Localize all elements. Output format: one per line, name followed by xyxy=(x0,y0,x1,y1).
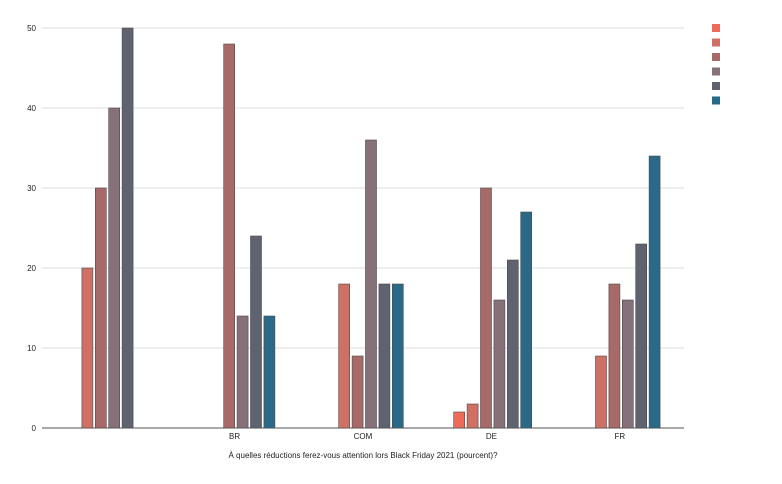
x-tick-label-DE: DE xyxy=(486,432,497,441)
bar-FR-s4 xyxy=(635,243,648,429)
bar-FR-s2 xyxy=(608,283,621,429)
bar-COM-s4 xyxy=(378,283,391,429)
bar-COM-s1 xyxy=(338,283,351,429)
y-tick-label-20: 20 xyxy=(27,264,36,273)
x-tick-label-COM: COM xyxy=(354,432,373,441)
bar-FR-s1 xyxy=(595,355,607,429)
bar-COM-s2 xyxy=(351,355,364,429)
bar-DE-s4 xyxy=(506,259,519,429)
x-tick-label-BR: BR xyxy=(229,432,240,441)
bar-COM-s3 xyxy=(365,139,377,429)
y-tick-label-10: 10 xyxy=(27,344,36,353)
legend-swatch-s4 xyxy=(712,82,720,90)
bar-FR-s5 xyxy=(648,155,661,429)
legend-swatch-s5 xyxy=(712,96,720,105)
x-axis-label: À quelles réductions ferez-vous attentio… xyxy=(228,451,498,460)
bar-BR-s5 xyxy=(263,315,276,429)
x-tick-label-FR: FR xyxy=(614,432,625,441)
y-tick-label-0: 0 xyxy=(32,424,37,433)
bar-blank-s1 xyxy=(81,267,94,429)
bar-DE-s2 xyxy=(480,187,492,429)
bar-DE-s0 xyxy=(453,411,466,429)
bar-BR-s3 xyxy=(236,315,249,429)
bar-BR-s2 xyxy=(223,43,235,429)
bar-blank-s3 xyxy=(108,107,120,429)
bar-DE-s5 xyxy=(520,211,533,429)
bar-DE-s3 xyxy=(493,299,506,429)
y-tick-label-30: 30 xyxy=(27,184,36,193)
bar-blank-s4 xyxy=(121,27,134,429)
bar-BR-s4 xyxy=(250,235,262,429)
legend-swatch-s1 xyxy=(712,38,720,47)
bar-DE-s1 xyxy=(466,403,479,429)
legend-swatch-s2 xyxy=(712,53,720,61)
bar-COM-s5 xyxy=(391,283,404,429)
legend-swatch-s0 xyxy=(712,24,720,32)
y-tick-label-40: 40 xyxy=(27,104,36,113)
legend-swatch-s3 xyxy=(712,67,720,76)
bar-blank-s2 xyxy=(95,187,107,429)
bar-FR-s3 xyxy=(621,299,634,429)
y-tick-label-50: 50 xyxy=(27,24,36,33)
